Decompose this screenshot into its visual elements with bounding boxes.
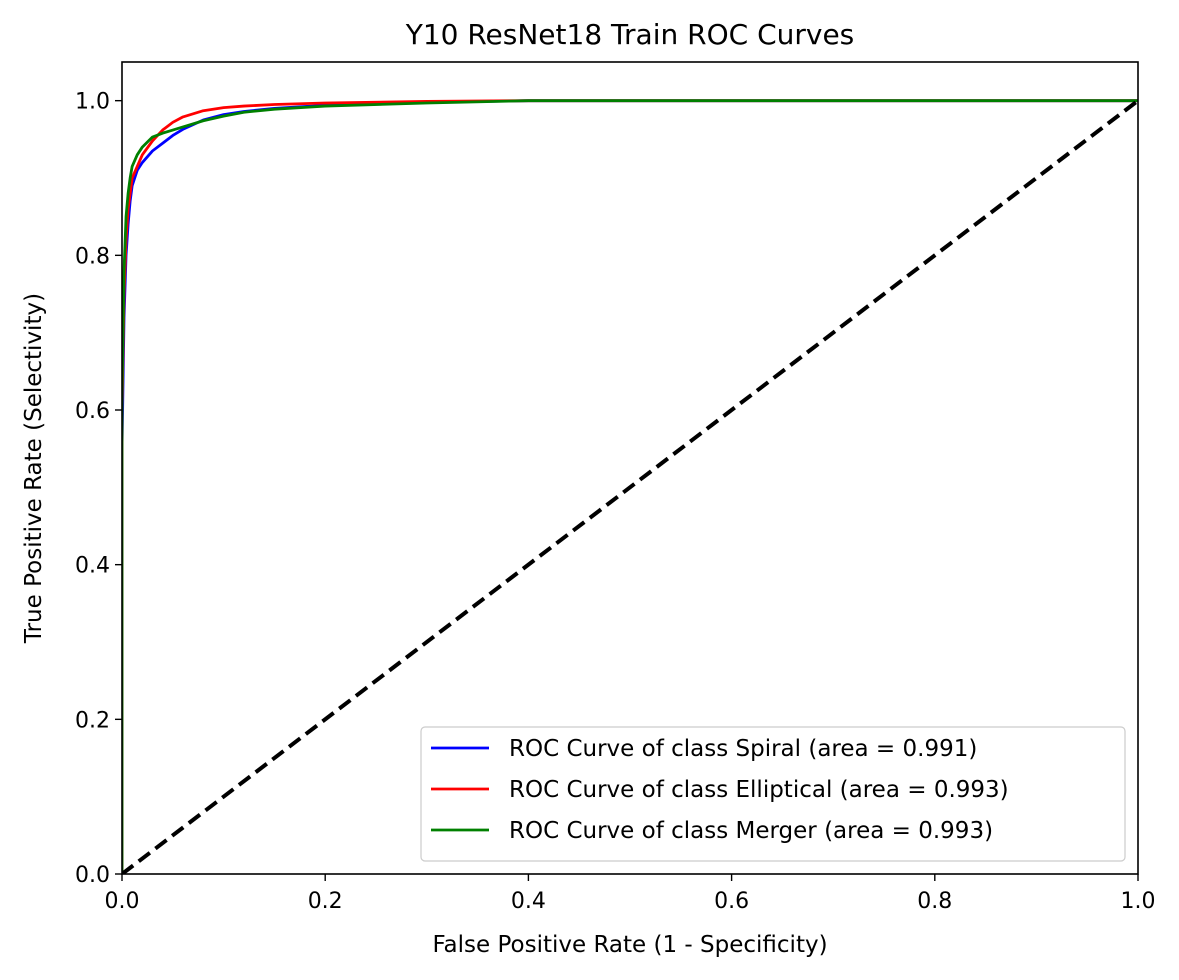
x-tick-label: 0.4 [511,889,546,914]
y-tick-label: 0.8 [75,244,110,269]
y-tick-label: 1.0 [75,90,110,115]
y-tick-label: 0.4 [75,554,110,579]
x-axis-label: False Positive Rate (1 - Specificity) [432,932,827,958]
x-tick-label: 0.6 [714,889,749,914]
legend-entry-label: ROC Curve of class Spiral (area = 0.991) [509,736,977,762]
y-tick-label: 0.0 [75,863,110,888]
legend: ROC Curve of class Spiral (area = 0.991)… [420,726,1126,862]
y-axis-label: True Positive Rate (Selectivity) [21,293,47,644]
x-tick-label: 0.8 [917,889,952,914]
y-tick-label: 0.6 [75,399,110,424]
legend-entry-label: ROC Curve of class Merger (area = 0.993) [509,818,993,844]
roc-series-line-2 [122,99,1138,874]
x-axis-ticks: 0.0 0.2 0.4 0.6 0.8 1.0 [105,874,1156,914]
series-lines [122,99,1138,874]
y-axis-ticks: 0.0 0.2 0.4 0.6 0.8 1.0 [75,90,122,888]
legend-entry-label: ROC Curve of class Elliptical (area = 0.… [509,777,1009,803]
plot-frame [121,61,1139,875]
x-tick-label: 0.0 [105,889,140,914]
chart-title: Y10 ResNet18 Train ROC Curves [405,18,855,51]
chance-diagonal-line [122,99,1138,874]
legend-frame [420,726,1126,862]
x-tick-label: 1.0 [1121,889,1156,914]
y-tick-label: 0.2 [75,708,110,733]
x-tick-label: 0.2 [308,889,343,914]
plot-area [121,61,1139,875]
